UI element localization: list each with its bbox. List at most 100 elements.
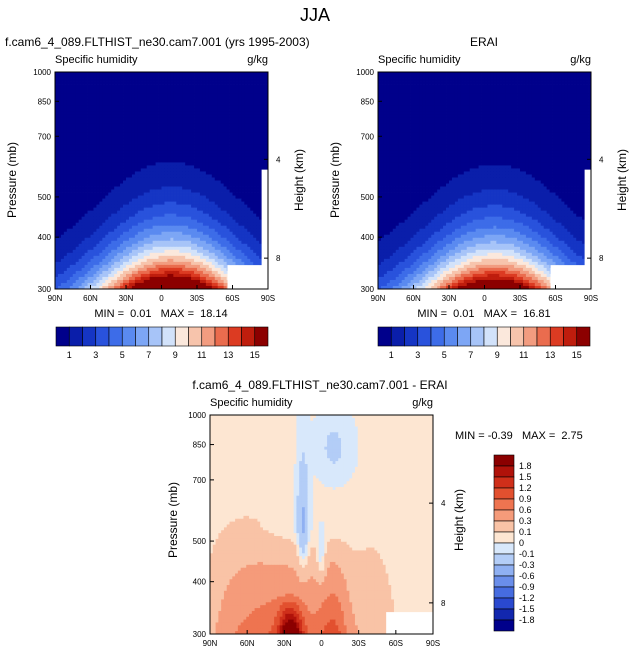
colorbar-label: -1.5 bbox=[519, 604, 535, 614]
colorbar-label: -1.2 bbox=[519, 593, 535, 603]
colorbar-label: 15 bbox=[572, 350, 582, 360]
colorbar-swatch bbox=[493, 575, 515, 588]
colorbar-swatch bbox=[68, 326, 83, 347]
colorbar-label: 5 bbox=[120, 350, 125, 360]
panel-obs-stats: MIN = 0.01 MAX = 16.81 bbox=[417, 308, 550, 320]
colorbar-label: 0.6 bbox=[519, 505, 532, 515]
colorbar-swatch bbox=[430, 326, 445, 347]
x-tick-label: 60N bbox=[240, 639, 255, 648]
colorbar-swatch bbox=[493, 454, 515, 467]
colorbar-swatch bbox=[483, 326, 498, 347]
panel-obs-ylabel: Pressure (mb) bbox=[328, 142, 342, 218]
colorbar-swatch bbox=[493, 564, 515, 577]
colorbar-swatch bbox=[254, 326, 269, 347]
panel-obs-ylabel-right: Height (km) bbox=[615, 149, 629, 211]
colorbar-swatch bbox=[241, 326, 256, 347]
colorbar-swatch bbox=[377, 326, 392, 347]
panel-diff-left-string: Specific humidity bbox=[210, 397, 293, 409]
colorbar-swatch bbox=[470, 326, 485, 347]
colorbar-label: 1.2 bbox=[519, 483, 532, 493]
colorbar-label: -0.1 bbox=[519, 549, 535, 559]
colorbar-label: 9 bbox=[495, 350, 500, 360]
colorbar-label: 9 bbox=[173, 350, 178, 360]
colorbar-label: 13 bbox=[545, 350, 555, 360]
y-tick-label: 300 bbox=[361, 285, 375, 294]
colorbar-swatch bbox=[135, 326, 150, 347]
x-tick-label: 90S bbox=[584, 294, 598, 303]
colorbar-swatch bbox=[417, 326, 432, 347]
x-tick-label: 90N bbox=[48, 294, 63, 303]
panel-model-stats: MIN = 0.01 MAX = 18.14 bbox=[94, 308, 227, 320]
y-tick-label: 300 bbox=[193, 630, 207, 639]
colorbar-swatch bbox=[82, 326, 97, 347]
colorbar-label: -0.9 bbox=[519, 582, 535, 592]
y-tick-label: 850 bbox=[193, 441, 207, 450]
colorbar-label: 0.9 bbox=[519, 494, 532, 504]
panel-model-contour-field bbox=[55, 72, 268, 289]
colorbar-swatch bbox=[174, 326, 189, 347]
colorbar-swatch bbox=[493, 586, 515, 599]
x-tick-label: 90N bbox=[371, 294, 386, 303]
x-tick-label: 30N bbox=[119, 294, 134, 303]
colorbar-label: 11 bbox=[519, 350, 528, 360]
panel-model-ylabel: Pressure (mb) bbox=[5, 142, 19, 218]
colorbar-swatch bbox=[493, 597, 515, 610]
colorbar-swatch bbox=[493, 520, 515, 533]
x-tick-label: 30N bbox=[277, 639, 292, 648]
y-right-tick-label: 8 bbox=[599, 254, 604, 263]
colorbar-swatch bbox=[404, 326, 419, 347]
colorbar-swatch bbox=[443, 326, 458, 347]
colorbar-swatch bbox=[549, 326, 564, 347]
colorbar-swatch bbox=[493, 487, 515, 500]
colorbar-swatch bbox=[227, 326, 242, 347]
panel-diff-colorbar: 1.81.51.20.90.60.30.10-0.1-0.3-0.6-0.9-1… bbox=[493, 454, 535, 632]
colorbar-label: 3 bbox=[415, 350, 420, 360]
topography-mask bbox=[550, 169, 591, 289]
y-right-tick-label: 8 bbox=[441, 599, 446, 608]
colorbar-label: 0.1 bbox=[519, 527, 532, 537]
colorbar-swatch bbox=[493, 619, 515, 632]
x-tick-label: 30S bbox=[190, 294, 204, 303]
panel-diff-title: f.cam6_4_089.FLTHIST_ne30.cam7.001 - ERA… bbox=[192, 378, 447, 392]
panel-model-ylabel-right: Height (km) bbox=[292, 149, 306, 211]
y-tick-label: 1000 bbox=[356, 68, 374, 77]
colorbar-swatch bbox=[493, 553, 515, 566]
colorbar-label: 15 bbox=[250, 350, 260, 360]
y-tick-label: 850 bbox=[38, 97, 52, 106]
colorbar-swatch bbox=[493, 509, 515, 522]
y-right-tick-label: 4 bbox=[276, 155, 281, 164]
colorbar-swatch bbox=[536, 326, 551, 347]
panel-model-colorbar: 1 3 5 7 9 11 13 15 bbox=[55, 326, 269, 360]
colorbar-label: 7 bbox=[468, 350, 473, 360]
y-tick-label: 300 bbox=[38, 285, 52, 294]
y-tick-label: 500 bbox=[361, 193, 375, 202]
x-tick-label: 0 bbox=[482, 294, 487, 303]
colorbar-swatch bbox=[510, 326, 525, 347]
y-tick-label: 850 bbox=[361, 97, 375, 106]
y-tick-label: 700 bbox=[361, 132, 375, 141]
y-right-tick-label: 4 bbox=[599, 155, 604, 164]
y-tick-label: 700 bbox=[193, 476, 207, 485]
colorbar-swatch bbox=[188, 326, 203, 347]
colorbar-label: 1 bbox=[389, 350, 394, 360]
panel-obs-left-string: Specific humidity bbox=[378, 54, 461, 66]
panel-obs-axes: 90N 60N 30N 0 30S 60S 90S 300 400 500 700 850 1000 8 4 bbox=[356, 68, 604, 303]
y-tick-label: 1000 bbox=[33, 68, 51, 77]
figure-title: JJA bbox=[300, 5, 330, 25]
y-right-tick-label: 8 bbox=[276, 254, 281, 263]
x-tick-label: 0 bbox=[319, 639, 324, 648]
colorbar-label: 5 bbox=[442, 350, 447, 360]
y-tick-label: 400 bbox=[361, 233, 375, 242]
topography-mask bbox=[227, 169, 268, 289]
colorbar-label: 11 bbox=[197, 350, 206, 360]
colorbar-swatch bbox=[55, 326, 70, 347]
colorbar-swatch bbox=[121, 326, 136, 347]
y-tick-label: 500 bbox=[38, 193, 52, 202]
panel-obs-colorbar: 1 3 5 7 9 11 13 15 bbox=[377, 326, 591, 360]
colorbar-swatch bbox=[496, 326, 511, 347]
x-tick-label: 60N bbox=[406, 294, 421, 303]
y-tick-label: 500 bbox=[193, 537, 207, 546]
colorbar-swatch bbox=[493, 465, 515, 478]
y-tick-label: 1000 bbox=[188, 411, 206, 420]
